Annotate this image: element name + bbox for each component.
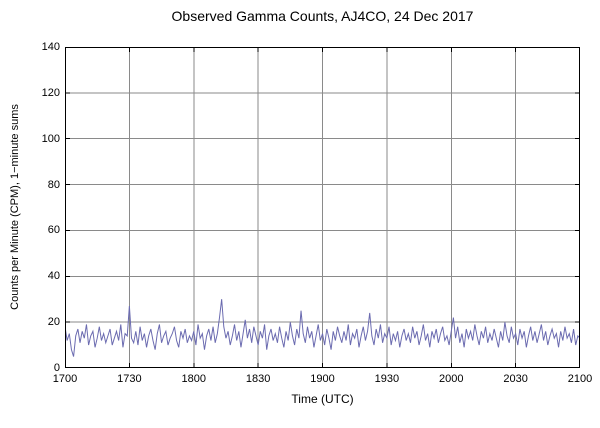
x-tick-label: 1930 <box>374 373 400 385</box>
x-tick-label: 1700 <box>52 373 78 385</box>
y-tick-label: 100 <box>41 132 60 145</box>
plot-border <box>65 47 580 368</box>
chart-canvas <box>65 47 580 368</box>
x-tick-label: 1830 <box>245 373 271 385</box>
y-tick-label: 40 <box>47 270 60 283</box>
plot-area <box>65 47 580 368</box>
x-axis-label: Time (UTC) <box>291 392 354 406</box>
y-tick-label: 120 <box>41 86 60 99</box>
y-tick-label: 80 <box>47 178 60 191</box>
x-tick-label: 2030 <box>503 373 528 385</box>
x-tick-label: 2000 <box>439 373 464 385</box>
y-tick-label: 0 <box>53 362 60 374</box>
x-tick-label: 1730 <box>117 373 142 385</box>
y-tick-label: 20 <box>47 316 60 329</box>
y-tick-label: 140 <box>41 41 60 53</box>
x-tick-label: 2100 <box>567 373 593 385</box>
x-tick-label: 1800 <box>181 373 206 385</box>
y-tick-label: 60 <box>47 224 60 237</box>
y-axis-label: Counts per Minute (CPM), 1−minute sums <box>9 104 21 310</box>
chart-title: Observed Gamma Counts, AJ4CO, 24 Dec 201… <box>171 8 474 24</box>
gamma-series-line <box>65 299 580 357</box>
x-tick-label: 1900 <box>310 373 335 385</box>
